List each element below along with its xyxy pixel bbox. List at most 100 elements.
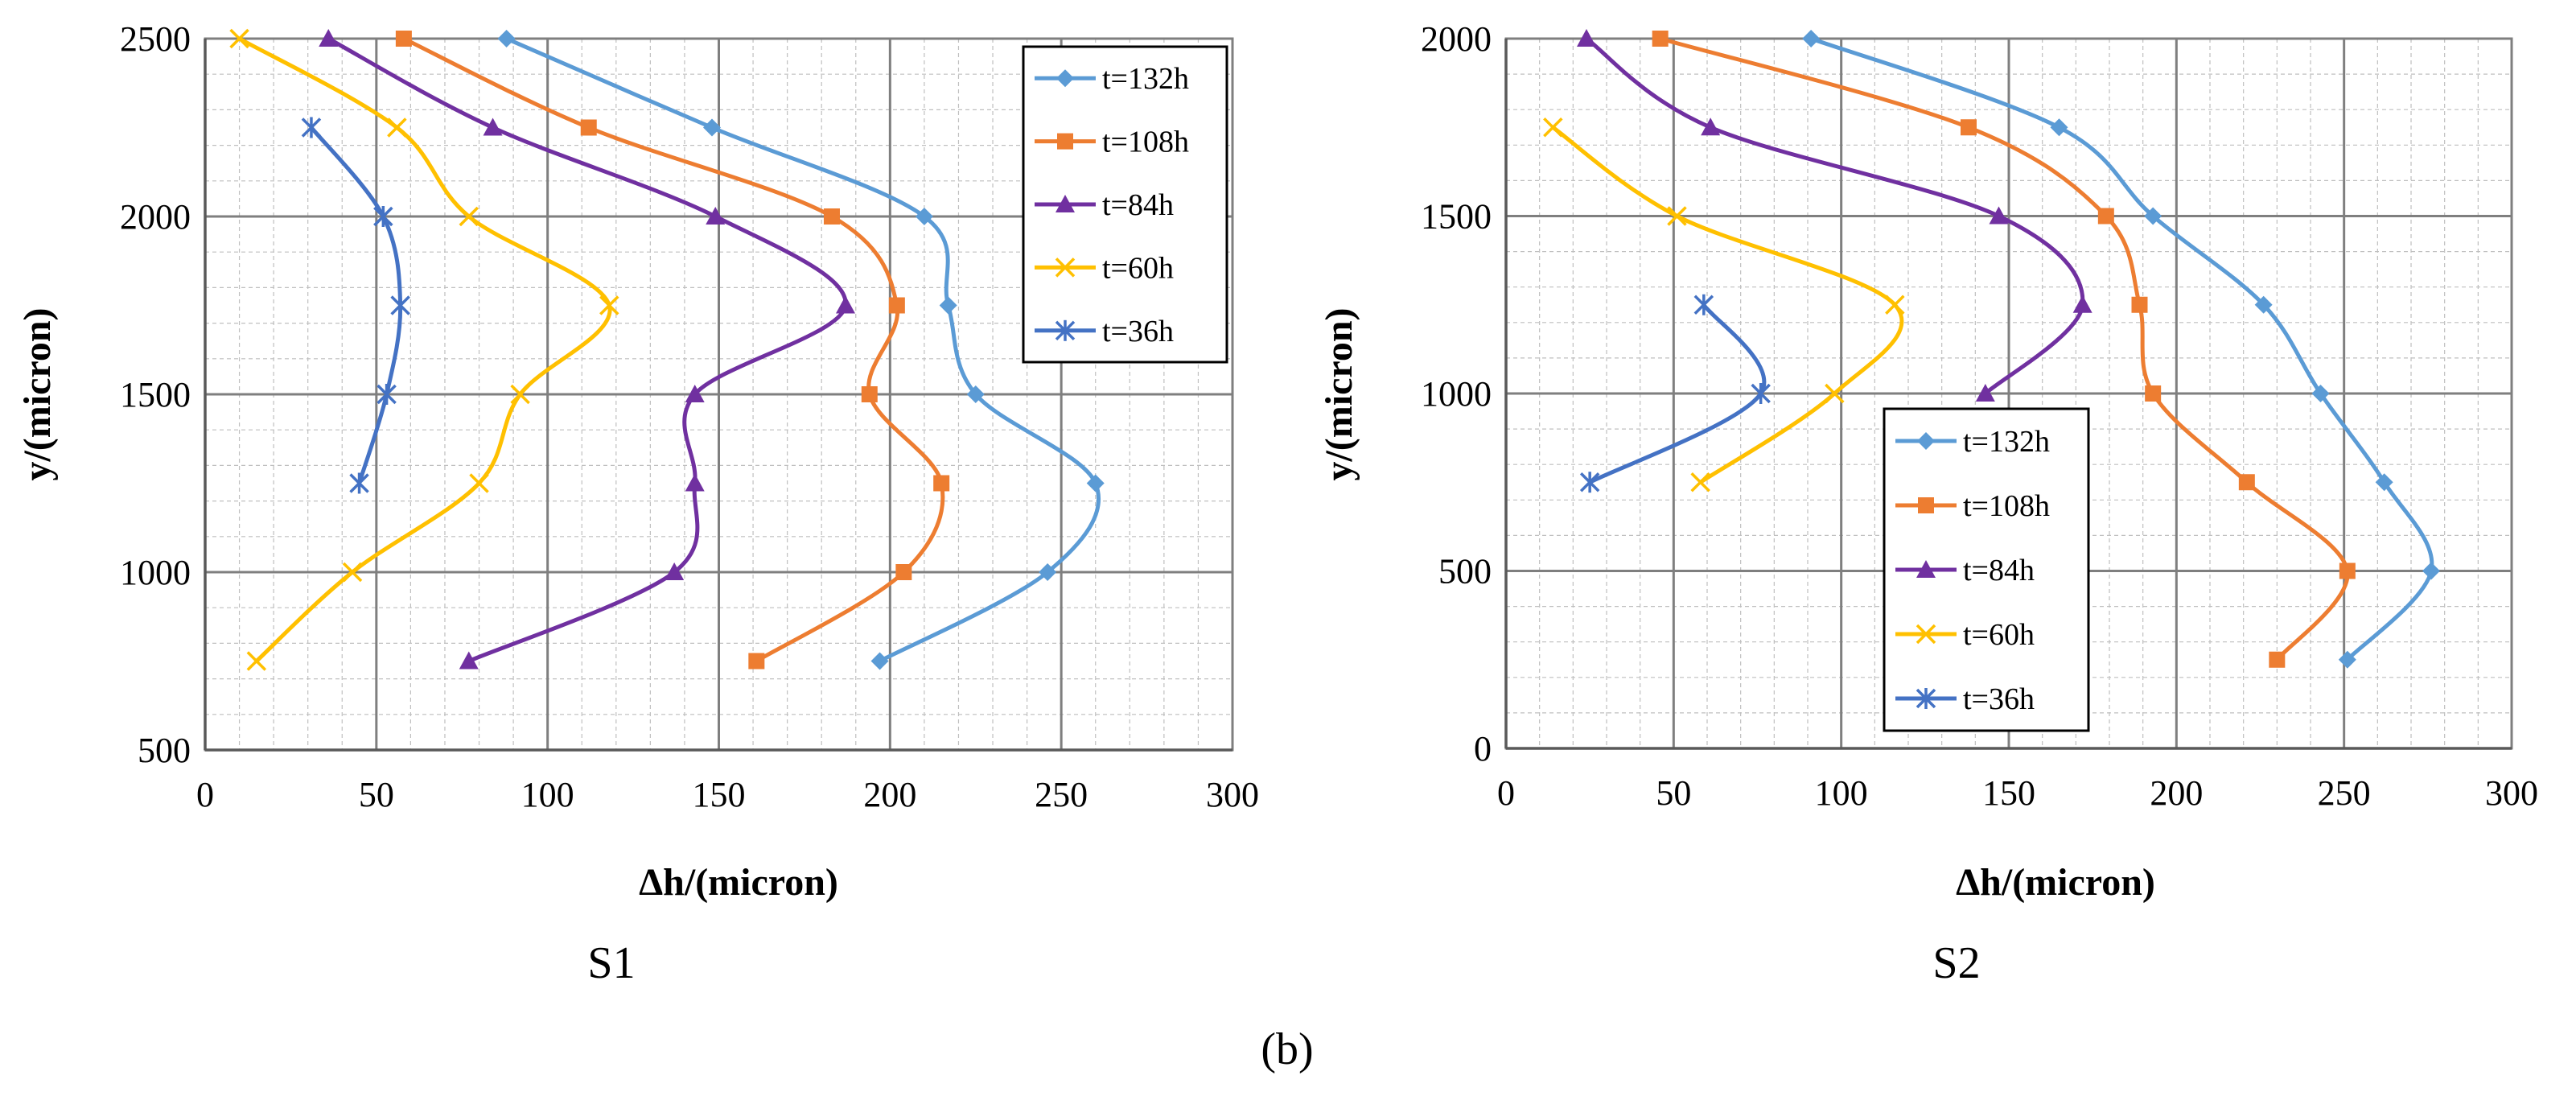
legend-label: t=132h — [1963, 425, 2050, 459]
data-point — [888, 297, 905, 314]
y-tick-label: 1000 — [1421, 374, 1492, 414]
legend-item: t=36h — [1035, 315, 1174, 348]
legend-item: t=60h — [1895, 618, 2035, 652]
series-t=108h — [395, 31, 950, 670]
x-tick-label: 250 — [1035, 775, 1088, 814]
series-line — [1658, 36, 2350, 662]
chart-caption: S2 — [1932, 938, 1980, 988]
data-point — [1693, 294, 1714, 315]
data-point — [377, 384, 397, 405]
x-axis-title: Δh/(micron) — [1956, 861, 2155, 904]
data-point — [2311, 385, 2330, 402]
data-point — [748, 653, 765, 670]
y-tick-label: 2000 — [1421, 19, 1492, 59]
data-point — [1667, 206, 1687, 226]
data-point — [1885, 295, 1905, 315]
legend-label: t=132h — [1102, 62, 1189, 96]
legend-label: t=60h — [1102, 251, 1174, 285]
figure-label: (b) — [1261, 1024, 1313, 1074]
series-t=36h — [301, 117, 410, 494]
data-point — [915, 208, 933, 225]
y-tick-label: 2000 — [120, 197, 191, 237]
series-t=132h — [497, 30, 1105, 670]
x-tick-label: 100 — [1815, 773, 1868, 813]
y-tick-label: 500 — [138, 731, 191, 770]
data-point — [580, 119, 597, 136]
series-t=132h — [1802, 30, 2440, 669]
legend-marker — [1056, 195, 1075, 212]
legend-label: t=108h — [1963, 489, 2050, 523]
legend-item: t=84h — [1035, 188, 1174, 222]
data-point — [1751, 383, 1771, 404]
data-point — [1690, 472, 1710, 492]
x-tick-label: 300 — [1206, 775, 1259, 814]
chart-s1: 0 50 100 150 200 250 300 500 1000 1500 2000 2500 Δh/… — [16, 19, 1259, 988]
data-point — [395, 31, 412, 47]
data-point — [2254, 295, 2273, 314]
data-point — [1701, 117, 1721, 136]
data-point — [1543, 117, 1563, 138]
data-point — [1961, 119, 1977, 136]
series-t=84h — [1577, 29, 2092, 402]
data-point — [939, 296, 957, 315]
series-t=36h — [1579, 294, 1771, 493]
y-tick-label: 0 — [1474, 729, 1492, 768]
legend-marker — [1916, 624, 1936, 645]
data-point — [861, 386, 878, 402]
data-point — [2097, 208, 2114, 225]
data-point — [229, 28, 249, 49]
data-point — [2238, 474, 2255, 491]
legend-item: t=36h — [1895, 682, 2035, 716]
data-point — [387, 117, 407, 138]
legend: t=132h t=108h t=84h t=60h t=36h — [1883, 407, 2090, 732]
data-point — [933, 475, 950, 492]
data-point — [1975, 384, 1995, 402]
legend-label: t=60h — [1963, 618, 2035, 652]
x-tick-label: 100 — [521, 775, 574, 814]
data-point — [1989, 206, 2009, 225]
series-t=108h — [1652, 31, 2356, 668]
x-tick-label: 250 — [2318, 773, 2371, 813]
series-t=60h — [1543, 117, 1905, 492]
data-point — [665, 562, 685, 580]
data-point — [1577, 29, 1596, 47]
y-tick-label: 2500 — [120, 19, 191, 59]
data-point — [1652, 31, 1669, 47]
legend-item: t=132h — [1895, 425, 2050, 459]
y-tick-label: 1000 — [120, 553, 191, 592]
legend-item: t=108h — [1895, 489, 2050, 523]
series-line — [1809, 36, 2434, 662]
legend-marker — [1055, 319, 1076, 341]
data-point — [246, 651, 267, 671]
chart-caption: S1 — [587, 938, 635, 988]
data-point — [2375, 473, 2393, 492]
data-point — [966, 385, 985, 403]
data-point — [870, 652, 889, 670]
series-line — [1584, 36, 2085, 396]
data-point — [1039, 563, 1057, 581]
legend: t=132h t=108h t=84h t=60h t=36h — [1022, 45, 1228, 364]
data-point — [2144, 207, 2162, 225]
series-t=84h — [319, 29, 855, 670]
data-point — [2339, 562, 2356, 579]
legend-marker — [1918, 497, 1934, 513]
data-point — [702, 118, 721, 137]
series-line — [237, 36, 612, 663]
data-point — [390, 295, 410, 316]
data-point — [2050, 118, 2068, 137]
x-tick-label: 0 — [196, 775, 214, 814]
data-point — [1802, 30, 1821, 47]
legend-marker — [1916, 688, 1936, 709]
data-point — [2422, 562, 2440, 580]
y-tick-label: 1500 — [1421, 197, 1492, 237]
x-tick-label: 200 — [2150, 773, 2203, 813]
data-point — [2269, 651, 2286, 668]
legend-label: t=108h — [1102, 126, 1189, 159]
data-point — [469, 473, 489, 493]
x-tick-label: 150 — [1982, 773, 2035, 813]
x-tick-label: 300 — [2485, 773, 2538, 813]
data-point — [685, 385, 705, 402]
legend-marker — [1055, 258, 1076, 278]
data-point — [497, 30, 516, 47]
